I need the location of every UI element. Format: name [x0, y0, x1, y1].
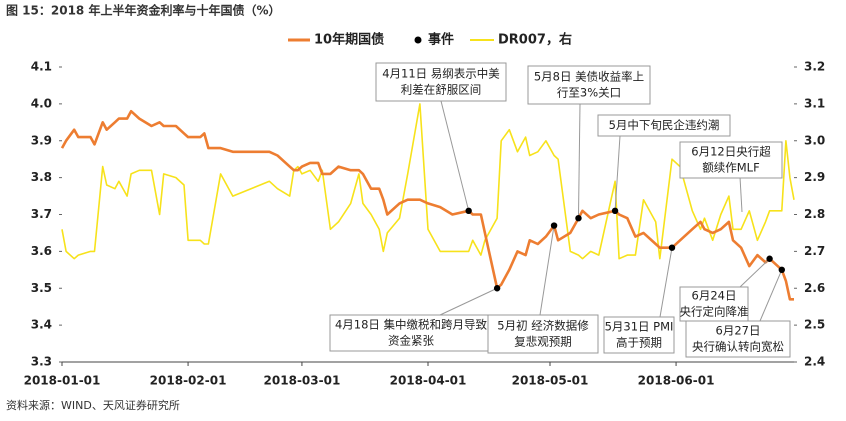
- annotation-text: 6月24日: [692, 289, 737, 303]
- annotation-text: 5月8日 美债收益率上: [534, 70, 644, 84]
- event-dot: [493, 285, 501, 292]
- annotation-box: [527, 65, 651, 105]
- leader-line: [759, 269, 783, 322]
- y2-tick-label: 2.6: [804, 281, 825, 295]
- annotation-text: 央行定向降准: [680, 305, 749, 319]
- annotation-box: [679, 141, 783, 179]
- legend-swatch: [414, 36, 422, 44]
- x-tick-label: 2018-04-01: [390, 374, 467, 388]
- x-tick-label: 2018-03-01: [264, 374, 341, 388]
- event-dot: [611, 207, 619, 215]
- y2-tick-label: 2.9: [804, 170, 825, 184]
- x-tick-label: 2018-06-01: [638, 374, 715, 388]
- annotation-text: 资金紧张: [388, 334, 434, 348]
- leader-line: [739, 176, 743, 213]
- annotation-box: [603, 316, 675, 354]
- leader-line: [614, 135, 621, 211]
- annotation-text: 行至3%关口: [557, 86, 621, 100]
- series-line: [60, 109, 794, 301]
- y2-tick-label: 2.8: [804, 207, 825, 221]
- y-tick-label: 3.6: [31, 244, 52, 258]
- annotation-text: 4月18日 集中缴税和跨月导致: [335, 318, 488, 332]
- x-tick-label: 2018-05-01: [512, 374, 589, 388]
- annotation-box: [487, 314, 599, 354]
- y2-tick-label: 3.0: [804, 133, 825, 147]
- event-dot: [550, 222, 558, 229]
- y-tick-label: 3.8: [31, 170, 52, 184]
- annotation-text: 复悲观预期: [514, 335, 572, 349]
- y-tick-label: 3.4: [31, 318, 52, 332]
- annotation-text: 额续作MLF: [702, 161, 759, 175]
- annotation-text: 5月初 经济数据修: [497, 319, 589, 333]
- annotation-text: 央行确认转向宽松: [692, 340, 784, 354]
- annotation-text: 5月31日 PMI: [605, 320, 674, 334]
- legend-label: 事件: [428, 32, 454, 48]
- legend-label: 10年期国债: [314, 32, 384, 48]
- event-dot: [766, 255, 773, 262]
- y-tick-label: 3.3: [31, 355, 52, 369]
- y-tick-label: 4.0: [31, 96, 52, 110]
- event-dot: [465, 207, 472, 215]
- x-tick-label: 2018-02-01: [150, 374, 227, 388]
- y2-tick-label: 3.2: [804, 60, 825, 74]
- annotation-text: 6月12日央行超: [691, 145, 771, 159]
- annotation-text: 5月中下旬民企违约潮: [609, 118, 720, 132]
- annotation-text: 4月11日 易纲表示中美: [382, 67, 500, 81]
- leader-line: [739, 258, 770, 288]
- chart-title: 图 15：2018 年上半年资金利率与十年国债（%）: [6, 3, 280, 18]
- annotation-text: 利差在舒服区间: [401, 83, 482, 97]
- event-dot: [575, 214, 582, 222]
- leader-line: [440, 100, 470, 211]
- y-tick-label: 3.9: [31, 133, 52, 147]
- annotation-text: 高于预期: [616, 336, 662, 350]
- annotation-box: [597, 114, 731, 137]
- leader-line: [659, 247, 673, 318]
- y2-tick-label: 3.1: [804, 96, 825, 110]
- y2-tick-label: 2.4: [804, 355, 825, 369]
- legend-label: DR007，右: [498, 32, 572, 48]
- annotation-box: [685, 320, 791, 358]
- y2-tick-label: 2.7: [804, 244, 825, 258]
- source: 资料来源：WIND、天风证券研究所: [6, 398, 180, 412]
- leader-line: [439, 287, 498, 316]
- series-line: [61, 103, 795, 260]
- event-dot: [668, 244, 676, 251]
- y-tick-label: 3.7: [31, 207, 52, 221]
- y-tick-label: 4.1: [31, 60, 52, 74]
- annotation-text: 6月27日: [716, 324, 761, 338]
- x-tick-label: 2018-01-01: [24, 374, 101, 388]
- annotation-box: [375, 62, 507, 102]
- annotation-box: [329, 314, 493, 352]
- event-dot: [778, 266, 785, 274]
- y-tick-label: 3.5: [31, 281, 52, 295]
- y2-tick-label: 2.5: [804, 318, 825, 332]
- leader-line: [539, 225, 555, 316]
- leader-line: [577, 103, 581, 219]
